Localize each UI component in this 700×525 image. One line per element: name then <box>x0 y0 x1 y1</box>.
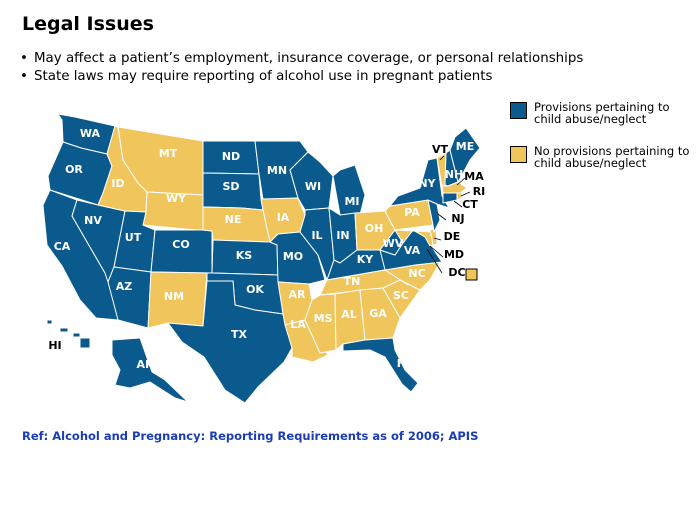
legend-swatch-no-provisions <box>510 146 527 163</box>
legend-no-provisions: No provisions pertaining to child abuse/… <box>510 145 694 169</box>
reference-text: Ref: Alcohol and Pregnancy: Reporting Re… <box>22 429 479 443</box>
state-fl <box>342 337 419 393</box>
state-label-ca: CA <box>54 240 71 253</box>
state-tx <box>167 280 293 404</box>
state-ny <box>389 157 450 209</box>
bullet-item: • State laws may require reporting of alc… <box>20 68 583 86</box>
state-label-la: LA <box>290 318 306 331</box>
state-label-ma: MA <box>464 170 484 183</box>
state-mo <box>269 231 326 285</box>
state-label-nj: NJ <box>451 212 464 225</box>
state-label-ks: KS <box>236 249 253 262</box>
state-wi <box>289 151 334 211</box>
state-label-nh: NH <box>445 168 463 181</box>
legend-label-no-provisions: No provisions pertaining to child abuse/… <box>534 144 690 170</box>
state-co <box>150 229 213 274</box>
state-label-mo: MO <box>283 250 303 263</box>
state-label-nv: NV <box>84 214 102 227</box>
state-label-tn: TN <box>344 275 361 288</box>
state-label-al: AL <box>341 308 357 321</box>
state-label-nd: ND <box>222 150 240 163</box>
bullet-text: State laws may require reporting of alco… <box>34 68 493 84</box>
dc-marker <box>465 268 478 281</box>
state-label-wy: WY <box>166 192 187 205</box>
state-label-me: ME <box>456 140 474 153</box>
state-label-ne: NE <box>225 213 242 226</box>
state-label-wi: WI <box>305 180 321 193</box>
state-label-or: OR <box>65 163 83 176</box>
state-label-vt: VT <box>432 143 449 156</box>
state-ct <box>442 192 458 204</box>
bullet-list: • May affect a patient’s employment, insu… <box>20 50 583 85</box>
state-hi <box>79 337 91 349</box>
state-label-ky: KY <box>357 253 375 266</box>
state-label-ar: AR <box>289 288 307 301</box>
state-me <box>449 127 481 183</box>
state-hi <box>72 332 81 338</box>
bullet-text: May affect a patient’s employment, insur… <box>34 51 584 66</box>
state-label-tx: TX <box>231 328 248 341</box>
state-label-sd: SD <box>222 180 239 193</box>
state-label-ok: OK <box>246 283 264 296</box>
state-label-nc: NC <box>408 267 425 280</box>
state-hi <box>59 327 69 333</box>
state-label-oh: OH <box>365 222 384 235</box>
state-hi <box>46 319 53 325</box>
state-label-hi: HI <box>48 339 61 352</box>
state-label-ak: AK <box>136 358 154 371</box>
state-label-il: IL <box>311 229 322 242</box>
bullet-dot: • <box>20 51 28 66</box>
state-label-az: AZ <box>116 280 133 293</box>
bullet-item: • May affect a patient’s employment, insu… <box>20 50 583 68</box>
state-label-mn: MN <box>267 164 287 177</box>
state-label-mi: MI <box>344 195 359 208</box>
state-label-ri: RI <box>473 185 486 198</box>
legend-label-provisions: Provisions pertaining to child abuse/neg… <box>534 100 670 126</box>
state-label-ct: CT <box>462 198 478 211</box>
state-labels: WA OR CA NV ID MT WY UT CO AZ NM ND SD NE KS OK TX MN IA MO… <box>48 127 485 371</box>
slide-title: Legal Issues <box>22 13 154 35</box>
bullet-dot: • <box>20 68 28 84</box>
state-ak <box>111 337 189 403</box>
state-label-nm: NM <box>164 290 184 303</box>
state-label-ny: NY <box>418 177 436 190</box>
state-label-mt: MT <box>159 147 178 160</box>
state-label-wv: WV <box>383 237 404 250</box>
state-ms <box>304 293 337 354</box>
legend-swatch-provisions <box>510 102 527 119</box>
state-label-va: VA <box>404 244 421 257</box>
state-label-wa: WA <box>80 127 101 140</box>
state-az <box>107 266 152 329</box>
legend-provisions: Provisions pertaining to child abuse/neg… <box>510 101 694 125</box>
state-label-pa: PA <box>404 206 420 219</box>
state-label-ga: GA <box>369 307 387 320</box>
state-label-dc: DC <box>448 266 465 279</box>
state-label-fl: FL <box>397 357 412 370</box>
state-label-sc: SC <box>393 289 409 302</box>
state-label-id: ID <box>111 177 124 190</box>
state-label-de: DE <box>444 230 461 243</box>
state-label-in: IN <box>336 229 349 242</box>
state-label-ut: UT <box>125 231 142 244</box>
state-label-ia: IA <box>277 211 290 224</box>
state-label-md: MD <box>444 248 464 261</box>
state-label-co: CO <box>172 238 189 251</box>
state-label-ms: MS <box>314 312 333 325</box>
